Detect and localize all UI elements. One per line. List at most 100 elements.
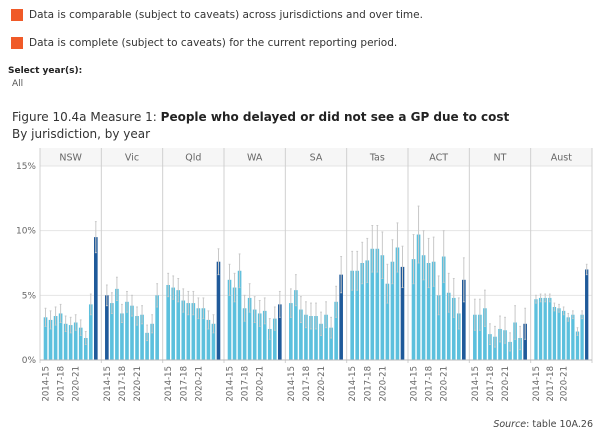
- legend: Data is comparable (subject to caveats) …: [11, 8, 423, 64]
- legend-text-comparable: Data is comparable (subject to caveats) …: [29, 9, 423, 21]
- bar: [483, 308, 487, 360]
- bar: [538, 297, 543, 360]
- source-text: : table 10A.26: [526, 419, 593, 430]
- year-filter-value[interactable]: All: [12, 79, 24, 89]
- bar: [552, 306, 557, 360]
- bar: [299, 309, 303, 360]
- x-tick-label: 2017-18: [486, 366, 496, 402]
- bar: [395, 247, 400, 360]
- bar: [216, 261, 221, 360]
- bar: [294, 290, 298, 360]
- bar: [196, 308, 201, 360]
- bar: [94, 237, 98, 360]
- bar: [350, 270, 354, 360]
- y-tick-label: 15%: [16, 162, 36, 172]
- x-tick-label: 2017-18: [546, 366, 556, 402]
- panel-header-label: SA: [310, 153, 323, 164]
- x-tick-label: 2017-18: [179, 366, 189, 402]
- panel-header-label: Aust: [551, 153, 572, 164]
- legend-item-complete: Data is complete (subject to caveats) fo…: [11, 36, 423, 50]
- bar: [355, 270, 360, 360]
- source-note: Source: table 10A.26: [493, 419, 593, 430]
- bar: [557, 308, 561, 360]
- bar: [267, 328, 272, 360]
- bar: [110, 303, 114, 360]
- bar: [232, 287, 237, 360]
- bar: [150, 323, 154, 360]
- bar: [206, 319, 211, 360]
- bar: [548, 297, 552, 360]
- x-tick-label: 2014-15: [532, 366, 542, 402]
- bar: [462, 279, 466, 360]
- bar: [543, 297, 547, 360]
- bar: [262, 310, 267, 360]
- bar: [400, 266, 405, 360]
- x-tick-label: 2014-15: [287, 366, 297, 402]
- bar: [171, 287, 176, 360]
- bar: [176, 290, 181, 360]
- bar: [278, 304, 282, 360]
- bar: [53, 316, 58, 360]
- bar: [247, 297, 252, 360]
- bar: [365, 260, 370, 360]
- bar: [534, 299, 538, 360]
- bar: [416, 234, 421, 360]
- bar: [370, 248, 375, 360]
- bar: [201, 308, 206, 360]
- bar: [130, 305, 134, 360]
- bar: [237, 270, 242, 360]
- x-tick-label: 2017-18: [363, 366, 373, 402]
- figure-title-prefix: Figure 10.4a Measure 1:: [12, 110, 161, 124]
- bar: [191, 303, 196, 360]
- legend-item-comparable: Data is comparable (subject to caveats) …: [11, 8, 423, 22]
- bar: [498, 328, 502, 360]
- y-tick-label: 5%: [22, 291, 37, 301]
- bar: [314, 316, 318, 360]
- x-tick-label: 2020-21: [133, 366, 143, 402]
- bar: [43, 317, 48, 360]
- bar: [186, 303, 191, 360]
- bar: [585, 269, 589, 360]
- x-tick-label: 2020-21: [378, 366, 388, 402]
- panel-header-label: Qld: [185, 153, 201, 164]
- bar: [309, 316, 313, 360]
- bar: [324, 314, 328, 360]
- x-tick-label: 2014-15: [103, 366, 113, 402]
- comparable-marker-icon: [11, 9, 23, 21]
- bar: [473, 314, 477, 360]
- bar: [575, 331, 580, 360]
- figure-title-main: People who delayed or did not see a GP d…: [160, 110, 510, 124]
- x-tick-label: 2014-15: [226, 366, 236, 402]
- bar: [88, 304, 93, 360]
- figure-subtitle: By jurisdiction, by year: [12, 127, 151, 141]
- bar: [390, 261, 395, 360]
- bar: [334, 301, 338, 360]
- bar: [513, 322, 517, 360]
- bar: [488, 334, 492, 360]
- bar-chart: 15% 10% 5% 0% NSW 2014-15 2017-18 2020-21 Vic 201…: [16, 148, 593, 402]
- bar: [503, 330, 507, 360]
- bar: [339, 274, 343, 360]
- x-tick-label: 2020-21: [194, 366, 204, 402]
- bar: [68, 325, 73, 360]
- bar: [242, 308, 247, 360]
- bar: [120, 313, 124, 360]
- bar: [441, 256, 446, 360]
- bar: [58, 313, 63, 360]
- bar: [478, 314, 482, 360]
- bar: [289, 303, 293, 360]
- x-tick-label: 2020-21: [560, 366, 570, 402]
- x-tick-label: 2017-18: [425, 366, 435, 402]
- x-tick-label: 2020-21: [440, 366, 450, 402]
- bar: [272, 318, 277, 360]
- bar: [105, 295, 109, 360]
- bar: [523, 323, 527, 360]
- x-tick-label: 2020-21: [256, 366, 266, 402]
- bar: [63, 323, 68, 360]
- panel-header-band: [40, 148, 592, 166]
- bar: [566, 317, 570, 360]
- panel-header-label: ACT: [429, 153, 448, 164]
- bar: [125, 301, 129, 360]
- panel-header-label: NT: [494, 153, 507, 164]
- bar: [304, 314, 308, 360]
